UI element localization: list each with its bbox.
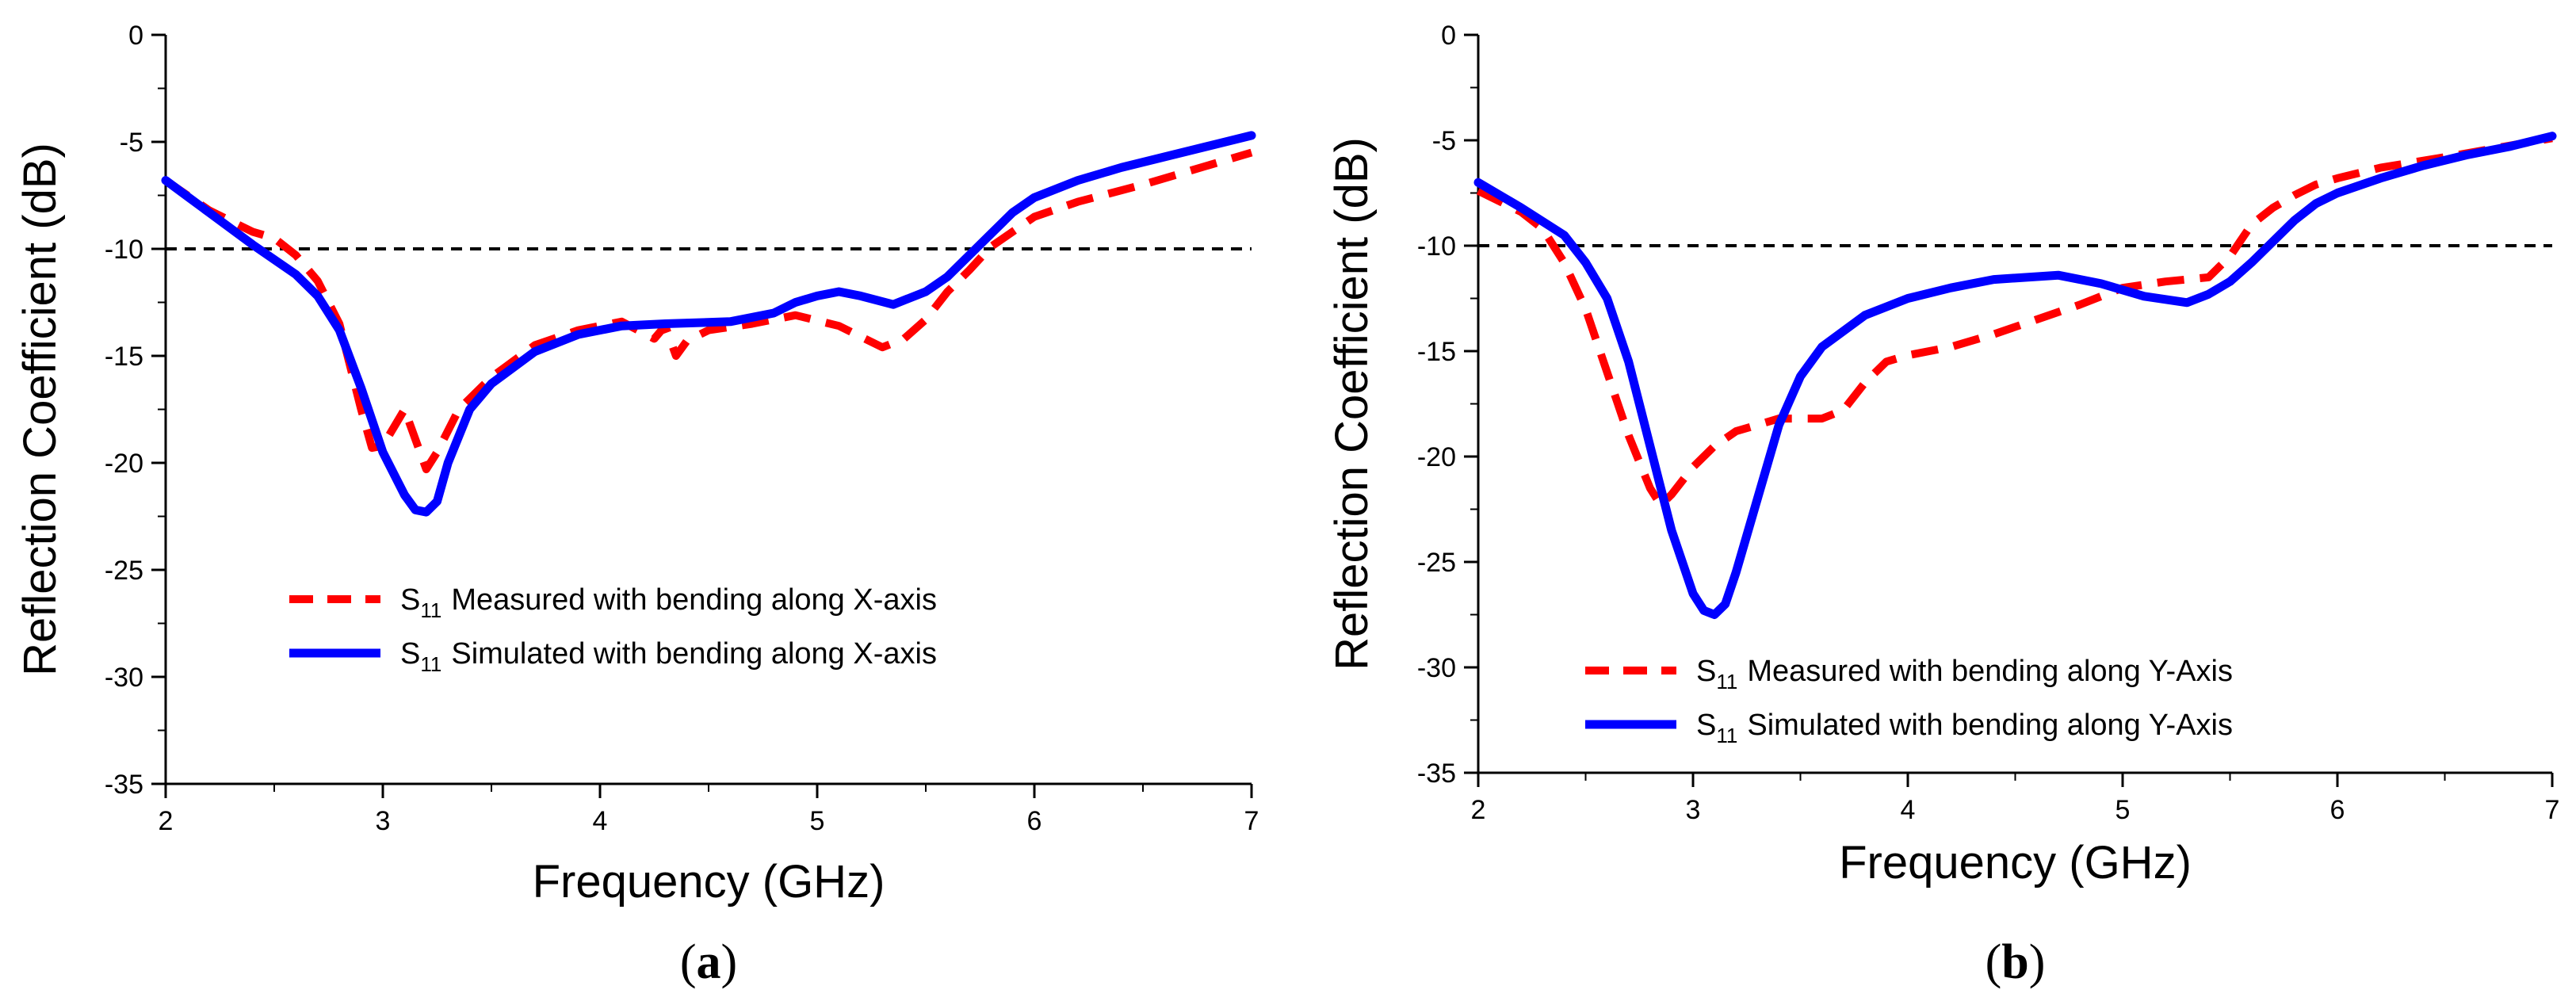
legend-label: Measured with bending along X-axis	[451, 583, 937, 617]
y-tick-label: 0	[128, 21, 143, 51]
x-tick-label: 4	[593, 806, 608, 836]
x-tick-label: 7	[1244, 806, 1259, 836]
panel-paren: (	[680, 935, 697, 989]
y-tick-label: -5	[120, 128, 143, 158]
x-tick-label: 6	[2330, 795, 2345, 825]
y-tick-label: -25	[105, 556, 143, 586]
measured-series-line	[1476, 134, 2553, 510]
y-tick-label: -30	[1417, 653, 1456, 683]
legend-label: Measured with bending along Y-Axis	[1747, 655, 2233, 688]
legend-label: Simulated with bending along X-axis	[451, 637, 937, 671]
x-axis-label: Frequency (GHz)	[533, 856, 885, 908]
y-tick-label: -10	[105, 235, 143, 265]
legend-entry: S11 Simulated with bending along X-axis	[400, 637, 937, 676]
x-tick-label: 5	[810, 806, 825, 836]
y-tick-label: -20	[1417, 442, 1456, 472]
legend-entry: S11 Measured with bending along Y-Axis	[1696, 655, 2233, 694]
x-tick-label: 3	[1686, 795, 1701, 825]
simulated-series-line	[1473, 132, 2557, 619]
legend-entry: S11 Simulated with bending along Y-Axis	[1696, 709, 2233, 747]
y-tick-label: -20	[105, 449, 143, 479]
legend-subscript: 11	[1716, 670, 1737, 694]
y-tick-label: -5	[1432, 126, 1456, 156]
legend-symbol: S	[400, 637, 420, 671]
y-axis-label: Reflection Coefficient (dB)	[14, 143, 66, 676]
legend-symbol: S	[1696, 655, 1716, 688]
x-axis-label: Frequency (GHz)	[1839, 837, 2192, 888]
panel-label: (b)	[1986, 935, 2046, 989]
y-tick-label: -35	[1417, 759, 1456, 789]
panel-paren: (	[1986, 935, 2002, 989]
y-tick-label: -35	[105, 770, 143, 800]
y-tick-label: -25	[1417, 548, 1456, 578]
x-tick-label: 3	[376, 806, 391, 836]
y-tick-label: 0	[1441, 21, 1456, 51]
legend-symbol: S	[1696, 709, 1716, 742]
legend-label: Simulated with bending along Y-Axis	[1747, 709, 2233, 742]
x-tick-label: 4	[1901, 795, 1916, 825]
chart-panel-a: 0 -5 -10 -15 -20 -25 -30 -35 2 3 4 5 6 7 Frequency (GH…	[14, 21, 1259, 989]
x-tick-label: 5	[2115, 795, 2131, 825]
x-tick-label: 6	[1027, 806, 1042, 836]
legend-subscript: 11	[420, 598, 441, 622]
legend-subscript: 11	[420, 652, 441, 676]
y-tick-label: -10	[1417, 231, 1456, 262]
legend-subscript: 11	[1716, 724, 1737, 747]
x-tick-label: 7	[2545, 795, 2560, 825]
simulated-series-line	[161, 131, 1256, 517]
y-tick-label: -15	[105, 342, 143, 372]
panel-paren: )	[2029, 935, 2046, 989]
x-tick-label: 2	[1471, 795, 1486, 825]
x-tick-label: 2	[159, 806, 174, 836]
panel-letter: b	[2001, 935, 2028, 989]
legend-symbol: S	[400, 583, 420, 617]
chart-panel-b: 0 -5 -10 -15 -20 -25 -30 -35 2 3 4 5 6 7 Frequency (GH…	[1326, 21, 2559, 989]
panel-label: (a)	[680, 935, 737, 989]
legend-entry: S11 Measured with bending along X-axis	[400, 583, 937, 622]
panel-paren: )	[721, 935, 738, 989]
panel-letter: a	[697, 935, 721, 989]
y-axis-label: Reflection Coefficient (dB)	[1326, 137, 1378, 671]
y-tick-label: -15	[1417, 337, 1456, 367]
y-tick-label: -30	[105, 663, 143, 693]
